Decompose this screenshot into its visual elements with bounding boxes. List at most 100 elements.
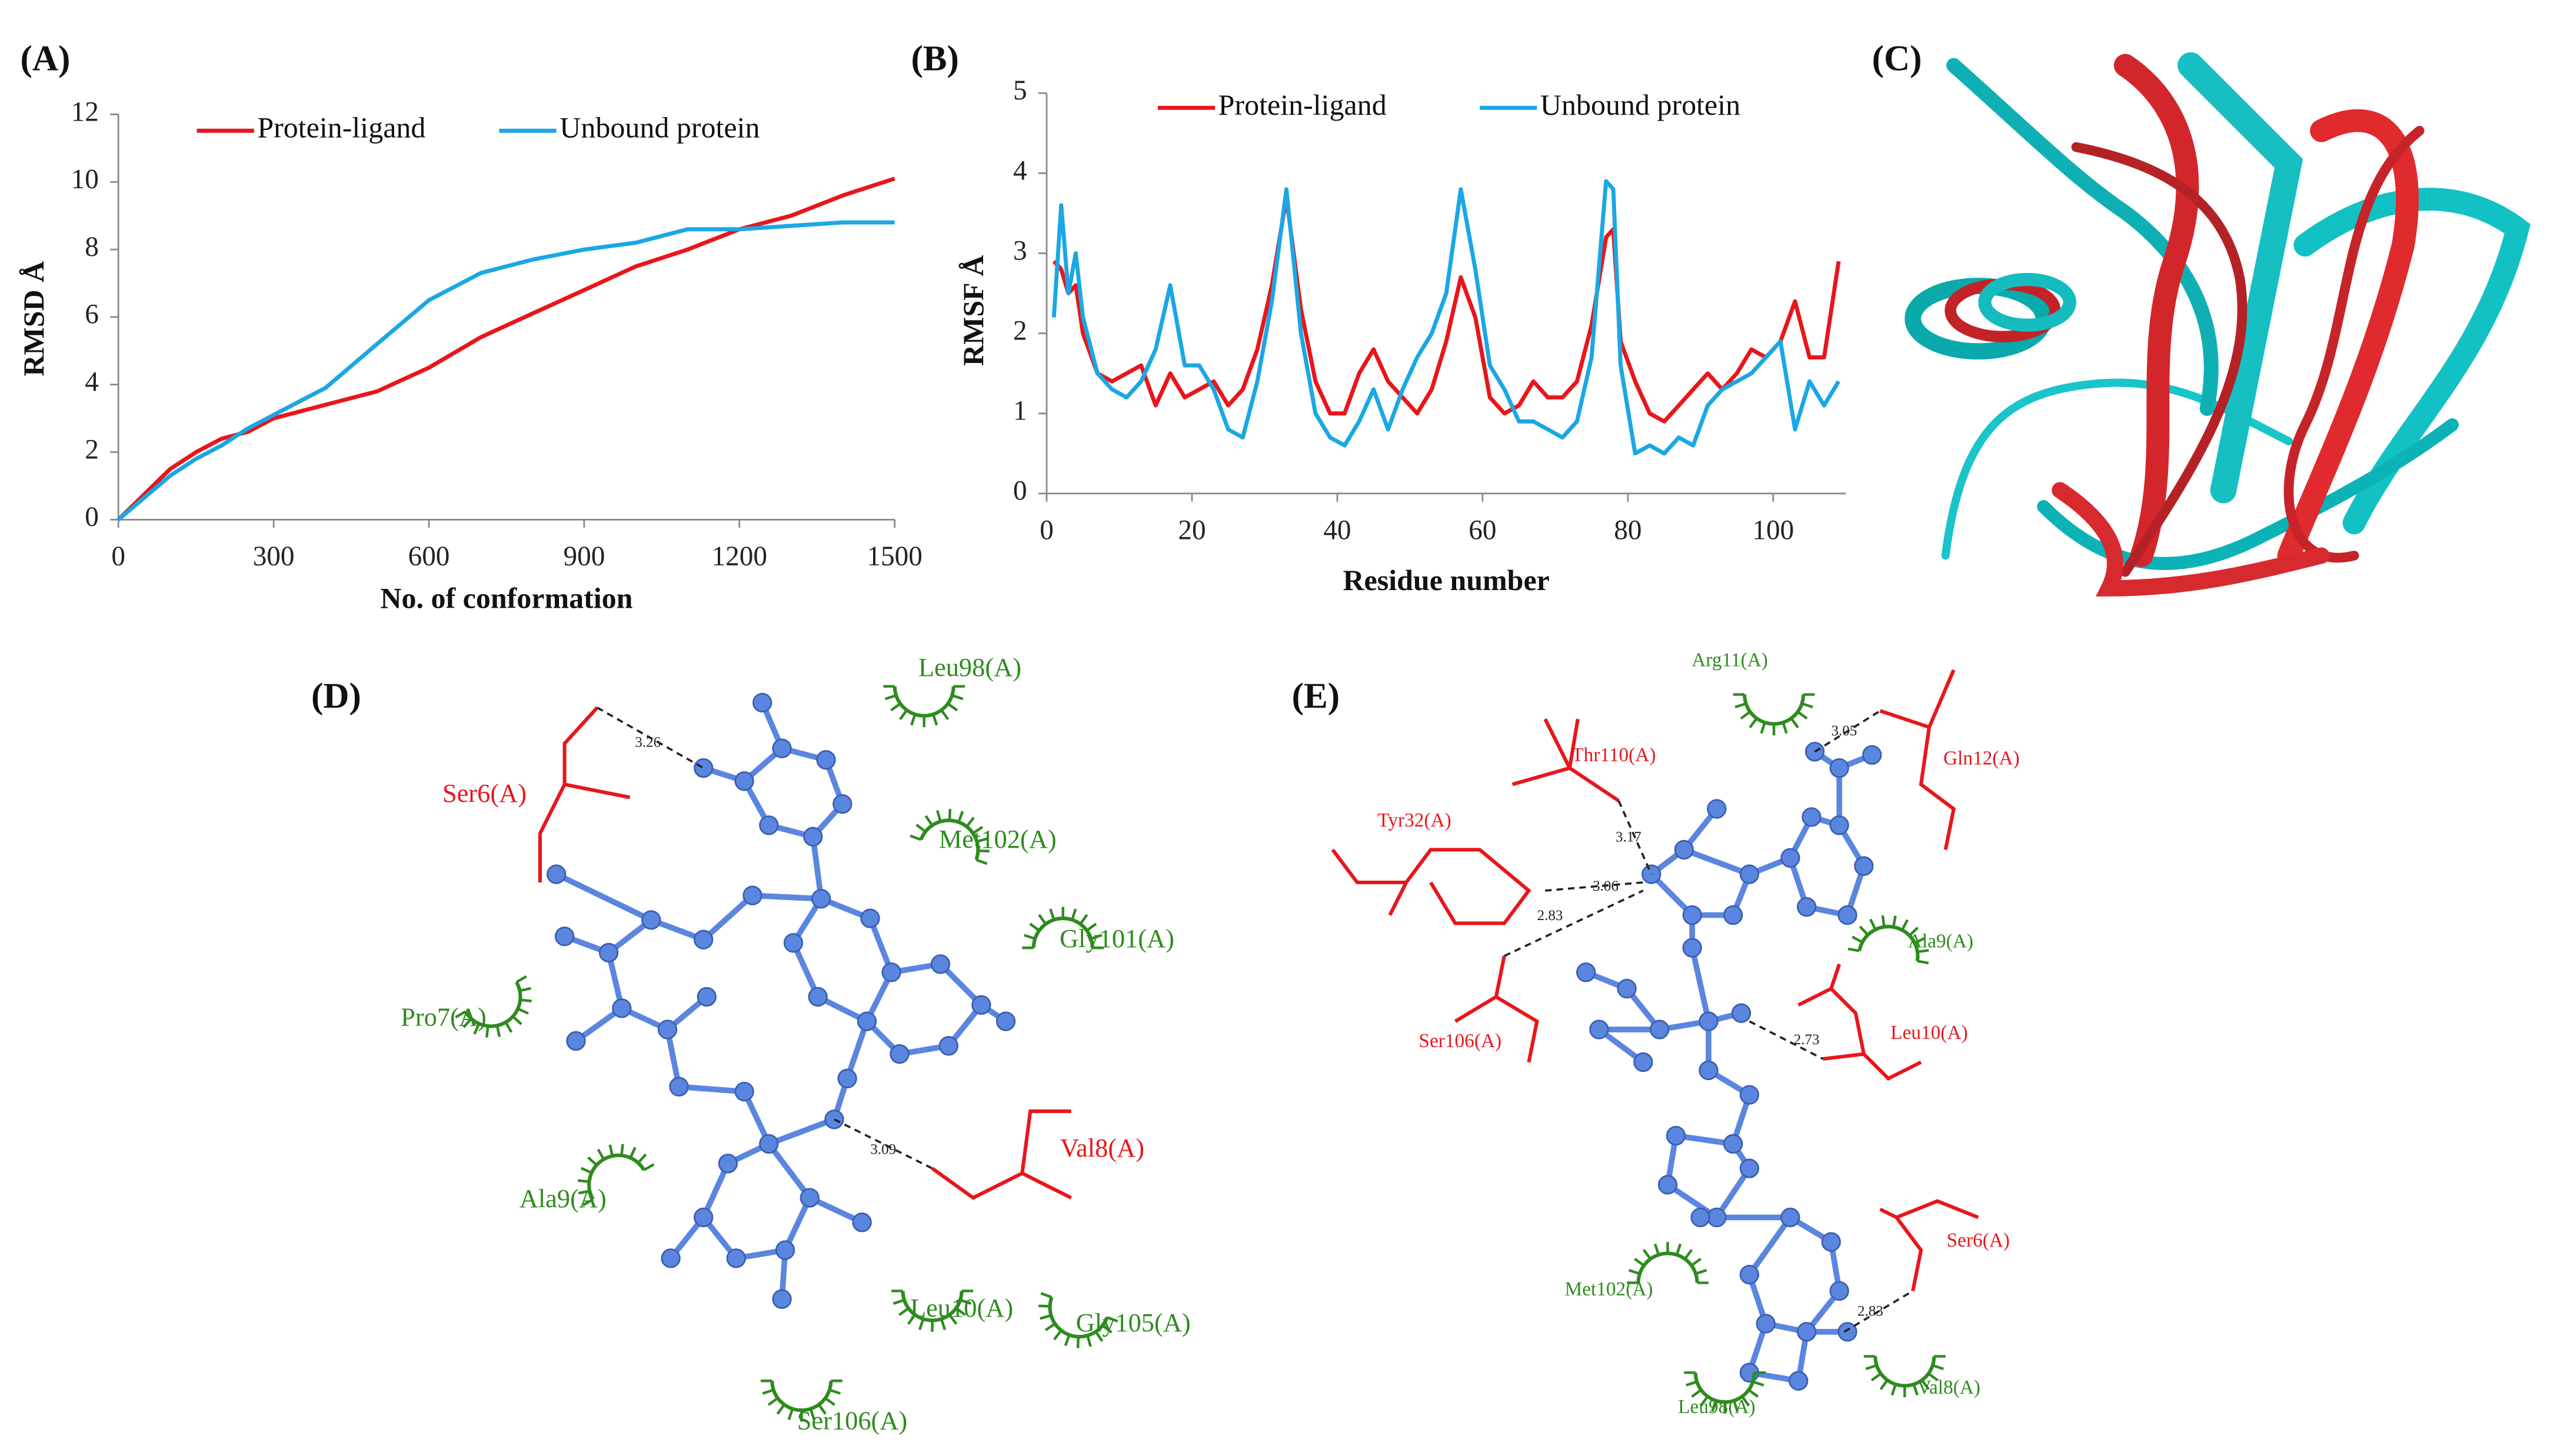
hydrophobic-arc [1048, 1297, 1109, 1339]
y-tick-label: 5 [1013, 75, 1027, 106]
hydrophobic-spoke [767, 1397, 779, 1406]
hydrophobic-spoke [940, 1318, 947, 1331]
ligand-atom [566, 1031, 586, 1051]
hydrophobic-spoke [947, 702, 958, 712]
ligand-bond [810, 836, 824, 899]
ligand-atom [1576, 962, 1596, 982]
ligand-atom [995, 1011, 1016, 1031]
ligand-atom [1797, 1322, 1817, 1342]
residue-label: Ser6(A) [1947, 1230, 2010, 1251]
y-axis-label: RMSF Å [957, 255, 990, 366]
hydrophobic-spoke [1917, 949, 1929, 954]
hydrophobic-spoke [637, 1153, 647, 1164]
hydrophobic-spoke [972, 825, 984, 835]
distance-label: 3.06 [1593, 878, 1619, 894]
ligand-bond [678, 1084, 745, 1095]
hydrophobic-spoke [936, 810, 942, 822]
hydrophobic-spoke [520, 987, 531, 992]
hydrophobic-spoke [787, 1408, 794, 1420]
hydrophobic-spoke [932, 714, 938, 726]
hydrophobic-spoke [899, 709, 908, 721]
ligand-atom [1682, 905, 1702, 925]
ligand-atom [726, 1248, 746, 1268]
hydrophobic-spoke [1049, 908, 1055, 921]
hydrophobic-spoke [948, 808, 951, 821]
residue-bond [1829, 963, 1842, 989]
ligand-atom [1829, 758, 1849, 778]
hydrophobic-spoke [515, 975, 527, 984]
hydrophobic-spoke [1029, 922, 1040, 932]
hydrophobic-spoke [1932, 1364, 1944, 1371]
hydrophobic-spoke [1879, 1379, 1889, 1391]
hydrophobic-spoke [978, 849, 990, 853]
y-tick-label: 0 [85, 502, 99, 532]
x-axis-label: No. of conformation [380, 582, 632, 615]
ligand-atom [1797, 897, 1817, 917]
hydrophobic-spoke [582, 1198, 594, 1207]
hydrophobic-arc [1693, 1372, 1756, 1404]
residue-label: Met102(A) [939, 824, 1057, 854]
hydrophobic-spoke [951, 694, 964, 701]
hydrophobic-spoke [1760, 722, 1766, 734]
hydrophobic-arc [587, 1153, 646, 1201]
ligand-atom [852, 1212, 872, 1232]
ligand-atom [554, 926, 575, 947]
hydrophobic-spoke [817, 1404, 827, 1415]
hydrophobic-spoke [1890, 1384, 1897, 1396]
hydrophobic-arc [1031, 917, 1094, 948]
data-line [1052, 195, 1841, 424]
ligand-atom [1589, 1019, 1609, 1039]
hydrophobic-spoke [1675, 1243, 1682, 1255]
hydrophobic-spoke [643, 1163, 655, 1171]
residue-label: Leu10(A) [910, 1293, 1013, 1322]
hydrophobic-spoke [907, 1314, 916, 1325]
x-axis-label: Residue number [1343, 564, 1549, 597]
hydrophobic-spoke [578, 1190, 590, 1195]
x-tick-label: 80 [1614, 515, 1641, 545]
hydrophobic-spoke [455, 1010, 467, 1019]
hydrophobic-spoke [597, 1148, 605, 1160]
hydrophobic-spoke [520, 998, 532, 1002]
hydrophobic-spoke [910, 714, 917, 726]
data-line [1051, 179, 1841, 456]
x-tick-label: 0 [1040, 515, 1054, 545]
hydrophobic-spoke [1920, 1379, 1930, 1391]
ligand-atom [1617, 978, 1637, 999]
hydrophobic-arc [464, 981, 522, 1028]
residue-bond [1020, 1109, 1071, 1174]
y-tick-label: 2 [85, 434, 99, 465]
residue-bond [1388, 881, 1408, 916]
ligand-structure: Arg11(A) Thr110(A) Gln12(A) Tyr32(A) Ala9(A)… [1331, 649, 2020, 1418]
hydrophobic-spoke [1752, 1380, 1764, 1387]
hydrophobic-spoke [1734, 702, 1747, 709]
residue-bond [1879, 669, 1956, 729]
hydrophobic-spoke [1040, 1314, 1052, 1320]
legend-label: Unbound protein [560, 111, 760, 144]
hydrophobic-spoke [1071, 908, 1077, 921]
hydrophobic-spoke [1912, 1384, 1919, 1396]
hydrophobic-spoke [1053, 1330, 1063, 1341]
ligand-bond [844, 1020, 870, 1079]
legend-label: Protein-ligand [1218, 88, 1387, 121]
hydrophobic-spoke [975, 858, 988, 865]
residue-bond [931, 1167, 1073, 1200]
hydrophobic-spoke [809, 1408, 815, 1420]
hydrophobic-spoke [629, 1147, 637, 1159]
hydrophobic-spoke [1094, 1331, 1104, 1342]
hydrophobic-spoke [915, 823, 927, 833]
x-tick-label: 40 [1323, 515, 1351, 545]
ligand-atom [1739, 1158, 1760, 1178]
hydrophobic-spoke [608, 1144, 614, 1157]
ligand-atom [697, 987, 717, 1007]
hbond-line [1814, 709, 1881, 753]
x-tick-label: 0 [111, 541, 125, 572]
ligand-bond [1747, 1215, 1793, 1277]
ligand-atom [860, 908, 880, 928]
x-tick-label: 100 [1752, 515, 1794, 545]
ligand-atom [890, 1044, 910, 1064]
ligand-atom [661, 1248, 681, 1268]
residue-label: Ala9(A) [520, 1184, 607, 1213]
ligand-atom [1657, 1175, 1678, 1195]
ligand-atom [718, 1154, 738, 1174]
